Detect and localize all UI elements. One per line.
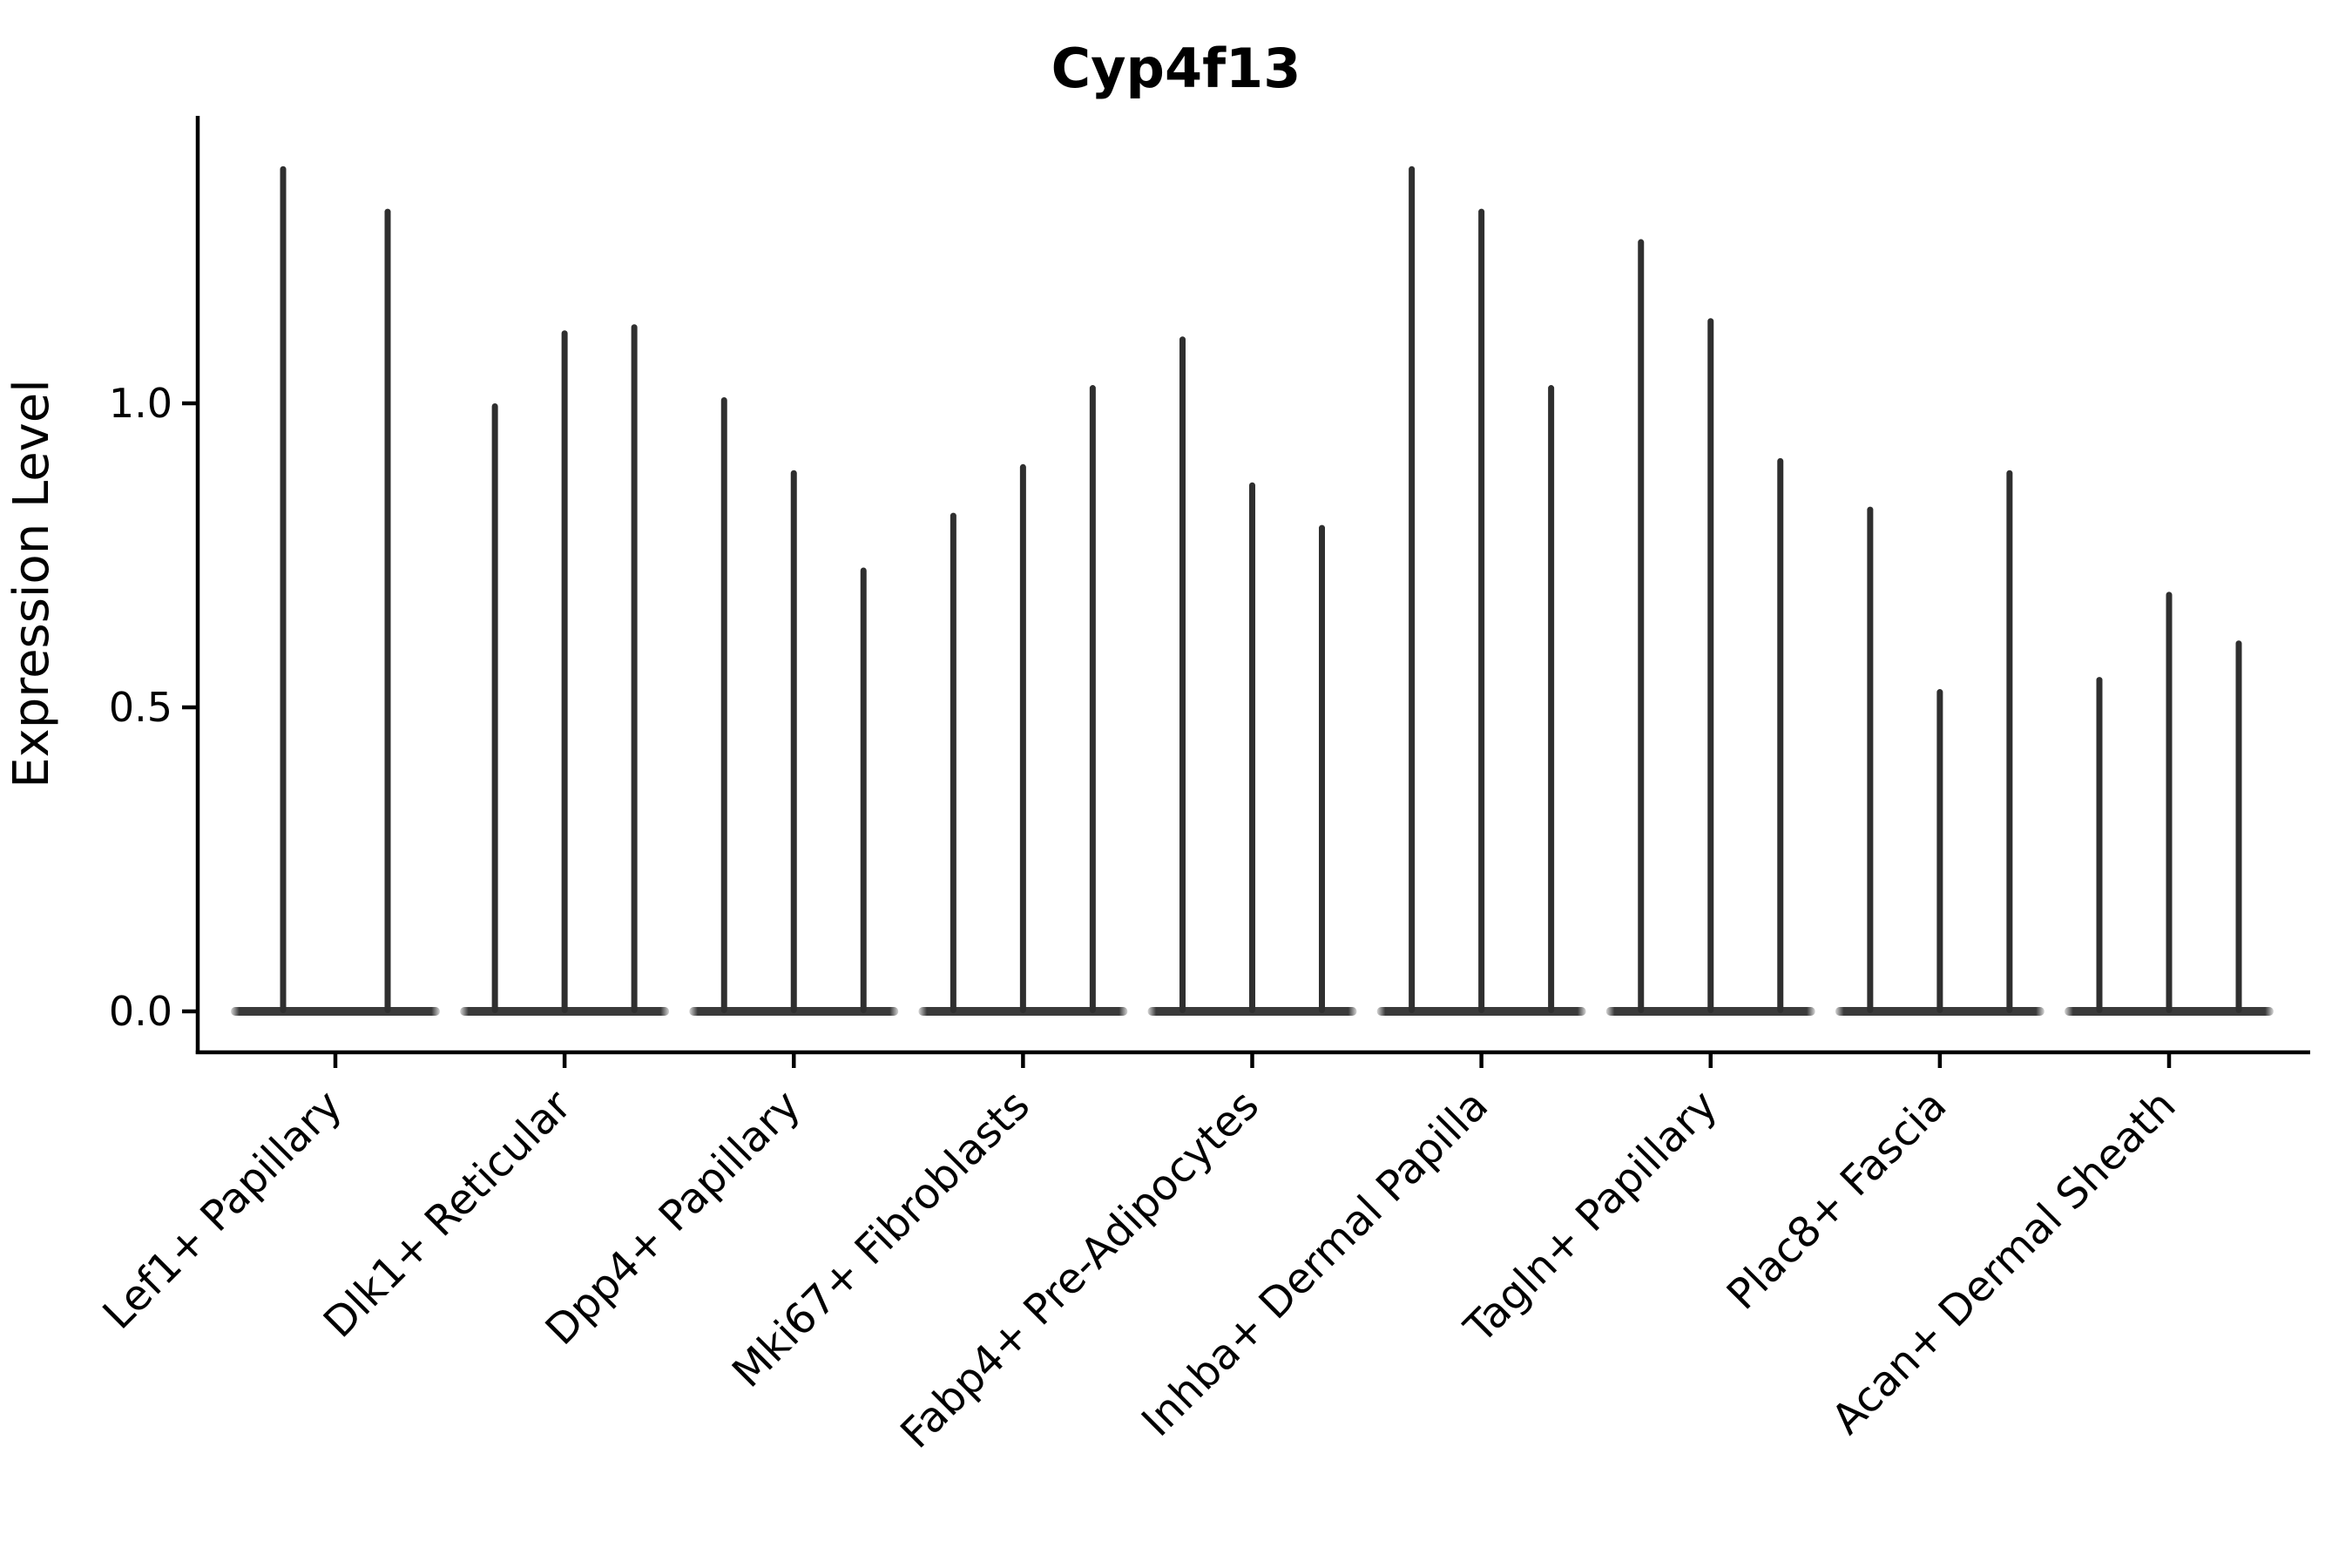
- violin-spike: [1089, 385, 1096, 1013]
- y-tick-labels: 0.0 0.5 1.0: [109, 380, 172, 1035]
- violin-spike: [860, 567, 867, 1013]
- violin-spike: [631, 324, 638, 1013]
- violin-spike: [280, 166, 287, 1013]
- violin-spike: [720, 397, 727, 1013]
- violin-spike: [1936, 689, 1943, 1013]
- violin-spike: [2235, 640, 2242, 1013]
- x-tick-label: Dlk1+ Reticular: [314, 1081, 581, 1348]
- violins-layer: [231, 166, 2274, 1016]
- y-tick-label-1.0: 1.0: [109, 380, 172, 427]
- y-tick-label-0.0: 0.0: [109, 988, 172, 1035]
- violin-spike: [1019, 463, 1026, 1013]
- violin-spike: [1638, 239, 1645, 1013]
- violin-spike: [2096, 677, 2103, 1013]
- violin-spike: [1179, 336, 1186, 1014]
- x-ticks-layer: [333, 1052, 2172, 1068]
- y-tick-label-0.5: 0.5: [109, 684, 172, 731]
- violin-spike: [1409, 166, 1416, 1013]
- violin-spike: [1478, 208, 1485, 1013]
- chart-title: Cyp4f13: [1051, 37, 1301, 100]
- violin-spike: [1319, 524, 1325, 1013]
- y-ticks: [182, 401, 197, 1014]
- x-tick-label: Tagln+ Papillary: [1455, 1081, 1727, 1353]
- violin-spike: [384, 208, 391, 1013]
- y-axis-label: Expression Level: [3, 379, 60, 788]
- violin-spike: [1249, 482, 1255, 1013]
- x-tick-label: Dpp4+ Papillary: [537, 1081, 810, 1355]
- violin-spike: [2006, 470, 2013, 1013]
- x-tick-label: Lef1+ Papillary: [94, 1081, 352, 1339]
- violin-base: [231, 1007, 440, 1016]
- violin-spike: [950, 512, 956, 1013]
- violin-spike: [1867, 506, 1874, 1013]
- violin-spike: [1777, 457, 1784, 1013]
- violin-spike: [2166, 591, 2173, 1013]
- x-tick-label: Plac8+ Fascia: [1718, 1081, 1957, 1320]
- violin-spike: [561, 330, 568, 1013]
- violin-spike: [1548, 385, 1555, 1013]
- violin-spike: [491, 403, 498, 1013]
- violin-spike: [790, 470, 797, 1013]
- violin-spike: [1707, 318, 1714, 1013]
